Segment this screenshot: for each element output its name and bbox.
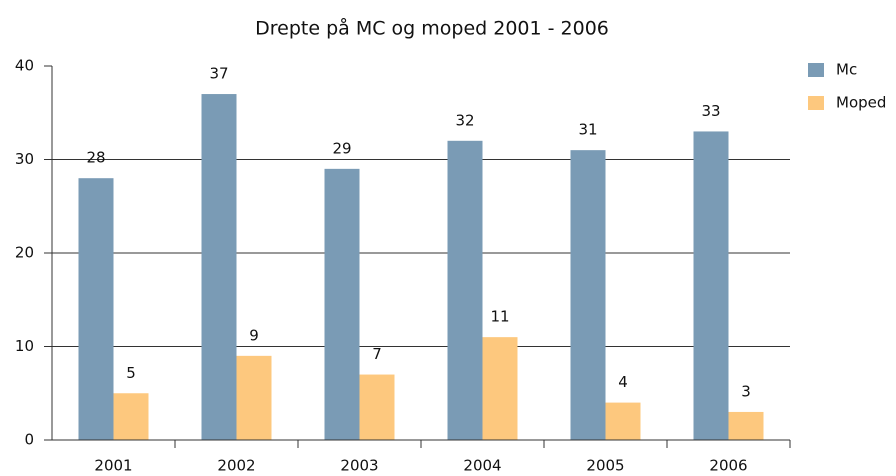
bar	[236, 355, 272, 440]
x-tick-label: 2001	[94, 457, 132, 475]
bar	[605, 402, 641, 440]
y-tick-label: 40	[15, 57, 34, 75]
data-label: 29	[332, 139, 351, 157]
x-tick-label: 2003	[340, 457, 378, 475]
data-label: 28	[86, 149, 105, 167]
data-label: 11	[490, 308, 509, 326]
bar	[359, 374, 395, 440]
bar	[201, 94, 237, 441]
y-tick-label: 20	[15, 244, 34, 262]
bar	[324, 168, 360, 440]
data-label: 4	[618, 373, 628, 391]
bar	[482, 337, 518, 440]
data-label: 33	[701, 102, 720, 120]
data-label: 32	[455, 111, 474, 129]
x-tick-label: 2006	[709, 457, 747, 475]
data-label: 3	[741, 382, 751, 400]
legend-label: Moped	[836, 94, 886, 112]
data-label: 9	[249, 326, 259, 344]
chart-title: Drepte på MC og moped 2001 - 2006	[255, 17, 609, 40]
bar	[570, 150, 606, 440]
bar	[693, 131, 729, 440]
x-tick-label: 2005	[586, 457, 624, 475]
y-tick-label: 30	[15, 150, 34, 168]
x-tick-label: 2004	[463, 457, 501, 475]
y-tick-label: 0	[24, 431, 34, 449]
data-label: 37	[209, 65, 228, 83]
data-label: 7	[372, 345, 382, 363]
bar	[113, 393, 149, 440]
bar	[447, 140, 483, 441]
legend-label: Mc	[836, 61, 857, 79]
x-tick-label: 2002	[217, 457, 255, 475]
bar	[728, 411, 764, 440]
data-label: 5	[126, 364, 136, 382]
y-tick-label: 10	[15, 337, 34, 355]
data-label: 31	[578, 121, 597, 139]
bar	[78, 178, 114, 440]
legend-swatch	[808, 96, 824, 110]
legend-swatch	[808, 63, 824, 77]
